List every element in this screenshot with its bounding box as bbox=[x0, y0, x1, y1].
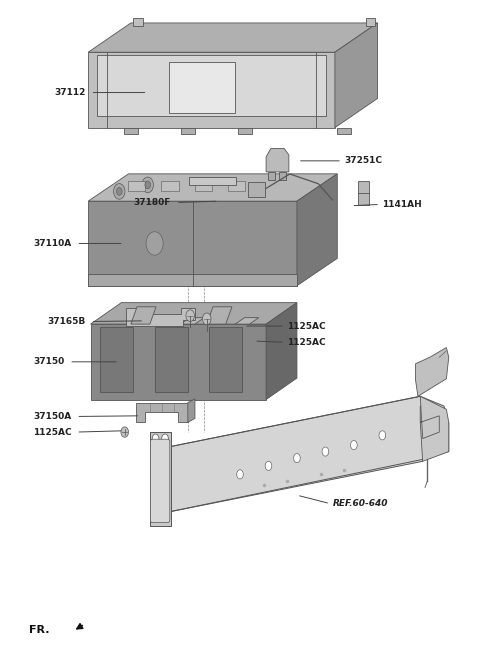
Text: 37112: 37112 bbox=[54, 88, 86, 97]
Circle shape bbox=[379, 431, 385, 440]
Polygon shape bbox=[150, 432, 171, 526]
Circle shape bbox=[162, 469, 168, 478]
Circle shape bbox=[142, 177, 154, 193]
Circle shape bbox=[265, 461, 272, 470]
Polygon shape bbox=[189, 177, 237, 185]
Circle shape bbox=[152, 487, 159, 497]
Circle shape bbox=[162, 434, 168, 443]
Text: 1125AC: 1125AC bbox=[288, 321, 326, 331]
Polygon shape bbox=[126, 318, 150, 324]
Circle shape bbox=[146, 232, 163, 255]
Circle shape bbox=[186, 310, 194, 321]
Polygon shape bbox=[124, 128, 138, 134]
Circle shape bbox=[152, 451, 159, 460]
Bar bbox=[195, 181, 212, 192]
Polygon shape bbox=[133, 18, 143, 26]
Text: 37110A: 37110A bbox=[33, 239, 72, 248]
Polygon shape bbox=[207, 307, 232, 324]
Polygon shape bbox=[91, 302, 297, 324]
Circle shape bbox=[322, 447, 329, 456]
Polygon shape bbox=[297, 174, 337, 286]
Polygon shape bbox=[88, 52, 335, 128]
Polygon shape bbox=[335, 23, 378, 128]
Text: FR.: FR. bbox=[29, 625, 49, 635]
Circle shape bbox=[162, 451, 168, 460]
Polygon shape bbox=[88, 201, 297, 286]
Polygon shape bbox=[358, 181, 369, 205]
Circle shape bbox=[152, 506, 159, 515]
Polygon shape bbox=[88, 174, 337, 201]
Polygon shape bbox=[169, 62, 235, 113]
Circle shape bbox=[121, 427, 129, 438]
Circle shape bbox=[114, 184, 125, 199]
Polygon shape bbox=[136, 403, 188, 422]
Circle shape bbox=[237, 470, 243, 479]
Polygon shape bbox=[88, 23, 378, 52]
Polygon shape bbox=[188, 399, 195, 422]
Polygon shape bbox=[279, 172, 286, 180]
Bar bbox=[228, 181, 245, 192]
Polygon shape bbox=[162, 396, 449, 514]
Polygon shape bbox=[155, 327, 188, 392]
Text: 1141AH: 1141AH bbox=[383, 200, 422, 209]
Polygon shape bbox=[268, 172, 275, 180]
Text: 37165B: 37165B bbox=[48, 317, 86, 326]
Polygon shape bbox=[416, 348, 449, 396]
Polygon shape bbox=[420, 396, 449, 461]
Bar bbox=[161, 181, 179, 192]
Polygon shape bbox=[100, 327, 133, 392]
Text: REF.60-640: REF.60-640 bbox=[333, 499, 388, 508]
Polygon shape bbox=[209, 327, 242, 392]
Circle shape bbox=[145, 181, 151, 189]
Circle shape bbox=[117, 188, 122, 195]
Polygon shape bbox=[131, 307, 156, 324]
Polygon shape bbox=[337, 128, 351, 134]
Circle shape bbox=[152, 469, 159, 478]
Polygon shape bbox=[266, 148, 289, 172]
Polygon shape bbox=[238, 128, 252, 134]
Polygon shape bbox=[88, 274, 297, 286]
Text: 1125AC: 1125AC bbox=[288, 338, 326, 347]
Polygon shape bbox=[235, 318, 259, 324]
Polygon shape bbox=[180, 318, 204, 324]
Text: 37251C: 37251C bbox=[344, 156, 383, 165]
Polygon shape bbox=[180, 128, 195, 134]
Circle shape bbox=[152, 434, 159, 443]
Bar bbox=[128, 181, 145, 192]
Polygon shape bbox=[96, 56, 326, 116]
Text: 37150: 37150 bbox=[33, 358, 64, 366]
Text: 37180F: 37180F bbox=[134, 198, 171, 207]
FancyBboxPatch shape bbox=[150, 440, 170, 522]
Circle shape bbox=[203, 313, 211, 325]
Text: 37150A: 37150A bbox=[33, 412, 72, 421]
Circle shape bbox=[162, 506, 168, 515]
Polygon shape bbox=[91, 324, 266, 400]
Polygon shape bbox=[126, 308, 195, 326]
Polygon shape bbox=[248, 182, 265, 197]
Circle shape bbox=[162, 487, 168, 497]
Polygon shape bbox=[266, 302, 297, 400]
Circle shape bbox=[294, 453, 300, 462]
Polygon shape bbox=[366, 18, 375, 26]
Circle shape bbox=[350, 441, 357, 449]
Text: 1125AC: 1125AC bbox=[33, 428, 72, 437]
